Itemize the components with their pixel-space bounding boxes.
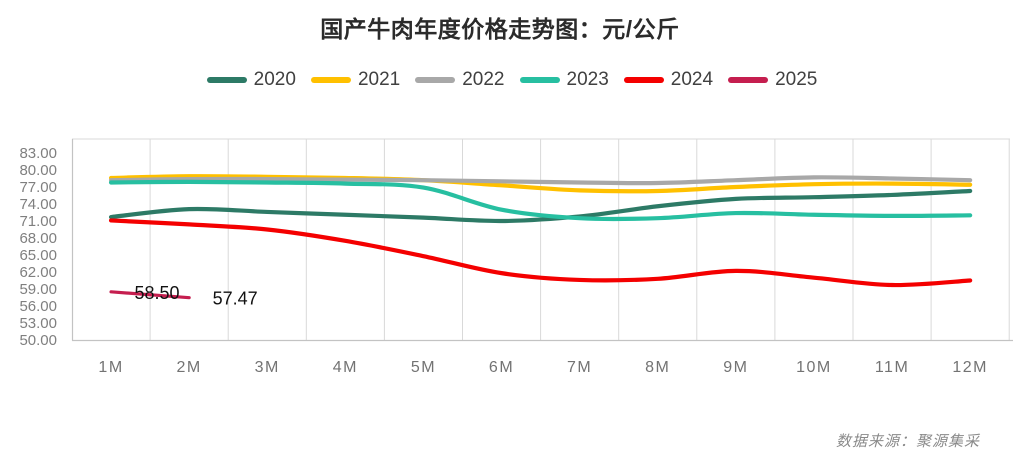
x-axis-tick-label: 8M bbox=[645, 359, 670, 376]
y-axis-tick-label: 59.00 bbox=[19, 281, 57, 298]
y-axis-tick-label: 71.00 bbox=[19, 213, 57, 230]
x-axis-tick-label: 9M bbox=[723, 359, 748, 376]
legend-item-2024: 2024 bbox=[623, 69, 714, 91]
y-axis-tick-label: 77.00 bbox=[19, 179, 57, 196]
legend-item-label: 2022 bbox=[462, 69, 505, 90]
x-axis-tick-label: 10M bbox=[796, 359, 832, 376]
y-axis-tick-label: 68.00 bbox=[19, 230, 57, 247]
data-source-note: 数据来源：聚源集采 bbox=[835, 433, 980, 450]
legend-swatch-icon bbox=[206, 77, 247, 83]
y-axis-tick-label: 53.00 bbox=[19, 315, 57, 332]
legend-swatch-icon bbox=[728, 77, 769, 83]
legend-swatch-icon bbox=[415, 77, 456, 83]
data-point-label-2025: 58.50 bbox=[135, 283, 180, 303]
series-line-2022 bbox=[108, 175, 973, 186]
x-axis-tick-label: 7M bbox=[567, 359, 592, 376]
x-axis-tick-label: 1M bbox=[98, 359, 123, 376]
y-axis-tick-label: 50.00 bbox=[19, 332, 57, 349]
legend-item-2021: 2021 bbox=[310, 69, 401, 91]
x-axis-tick-label: 3M bbox=[255, 359, 280, 376]
legend-item-label: 2023 bbox=[566, 69, 609, 90]
y-axis-tick-label: 80.00 bbox=[19, 162, 57, 179]
y-axis-tick-label: 56.00 bbox=[19, 298, 57, 315]
legend-swatch-icon bbox=[519, 77, 560, 83]
x-axis-tick-label: 5M bbox=[411, 359, 436, 376]
chart-legend: 2020 2021 2022 2023 2024 2025 bbox=[0, 66, 1024, 94]
y-axis-tick-label: 83.00 bbox=[19, 145, 57, 162]
x-axis-tick-label: 11M bbox=[875, 359, 909, 376]
legend-item-2025: 2025 bbox=[728, 69, 817, 91]
legend-item-label: 2024 bbox=[670, 69, 714, 90]
legend-item-2020: 2020 bbox=[206, 69, 296, 91]
y-axis-tick-label: 62.00 bbox=[19, 264, 57, 281]
x-axis-tick-label: 6M bbox=[489, 359, 514, 376]
series-line-2025 bbox=[109, 290, 191, 300]
data-point-label-2025: 57.47 bbox=[213, 289, 258, 309]
legend-item-label: 2020 bbox=[253, 69, 296, 90]
legend-item-2022: 2022 bbox=[415, 69, 505, 91]
x-axis-tick-label: 12M bbox=[952, 359, 988, 376]
x-axis-tick-label: 2M bbox=[177, 359, 202, 376]
legend-swatch-icon bbox=[623, 77, 664, 83]
series-line-2023 bbox=[108, 179, 973, 222]
legend-item-2023: 2023 bbox=[519, 69, 609, 91]
y-axis-tick-label: 74.00 bbox=[19, 196, 57, 213]
x-axis-tick-label: 4M bbox=[333, 359, 358, 376]
legend-item-label: 2025 bbox=[775, 69, 818, 90]
y-axis-tick-label: 65.00 bbox=[19, 247, 57, 264]
series-line-2021 bbox=[108, 174, 973, 194]
legend-item-label: 2021 bbox=[357, 69, 401, 90]
chart-title: 国产牛肉年度价格走势图：元/公斤 bbox=[320, 16, 680, 42]
series-line-2020 bbox=[108, 188, 973, 224]
series-line-2024 bbox=[108, 218, 973, 288]
legend-swatch-icon bbox=[310, 77, 351, 83]
